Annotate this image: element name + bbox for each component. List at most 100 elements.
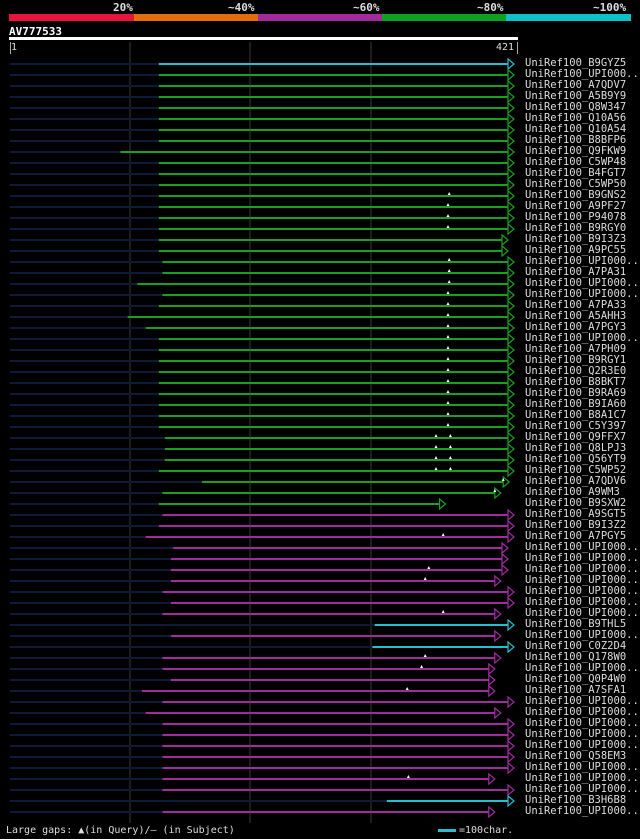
- hit-arrow-icon: [488, 684, 496, 698]
- hit-label[interactable]: UniRef100_A9PF27: [525, 200, 627, 212]
- hit-label[interactable]: UniRef100_UPI000..: [525, 596, 639, 608]
- hit-label[interactable]: UniRef100_A7SFA1: [525, 684, 627, 696]
- hit-label[interactable]: UniRef100_B9SXW2: [525, 497, 627, 509]
- hit-arrow-icon: [488, 673, 496, 687]
- hit-arrow-icon: [507, 376, 515, 390]
- hit-arrow-icon: [494, 651, 502, 665]
- gap-marker-icon: [441, 533, 445, 536]
- hit-label[interactable]: UniRef100_A7PA33: [525, 299, 627, 311]
- hit-label[interactable]: UniRef100_B9GYZ5: [525, 57, 627, 69]
- hit-label[interactable]: UniRef100_Q9FFX7: [525, 431, 627, 443]
- hit-label[interactable]: UniRef100_A7QDV7: [525, 79, 627, 91]
- gap-marker-icon: [446, 313, 450, 316]
- hit-label[interactable]: UniRef100_UPI000..: [525, 805, 639, 817]
- hit-label[interactable]: UniRef100_UPI000..: [525, 332, 639, 344]
- hit-label[interactable]: UniRef100_UPI000..: [525, 739, 639, 751]
- hit-label[interactable]: UniRef100_B9THL5: [525, 618, 627, 630]
- hit-label[interactable]: UniRef100_A7PGY5: [525, 530, 627, 542]
- hit-label[interactable]: UniRef100_B9IA60: [525, 398, 627, 410]
- hit-label[interactable]: UniRef100_B3H6B8: [525, 794, 627, 806]
- hit-label[interactable]: UniRef100_Q2R3E0: [525, 365, 627, 377]
- hit-label[interactable]: UniRef100_UPI000..: [525, 255, 639, 267]
- gap-marker-icon: [434, 445, 438, 448]
- hit-label[interactable]: UniRef100_B9I3Z3: [525, 233, 627, 245]
- hit-label[interactable]: UniRef100_UPI000..: [525, 277, 639, 289]
- hit-label[interactable]: UniRef100_UPI000..: [525, 728, 639, 740]
- hit-label[interactable]: UniRef100_B8BKT7: [525, 376, 627, 388]
- gap-marker-icon: [446, 412, 450, 415]
- hit-arrow-icon: [439, 497, 447, 511]
- hit-label[interactable]: UniRef100_A9SGT5: [525, 508, 627, 520]
- hit-label[interactable]: UniRef100_UPI000..: [525, 552, 639, 564]
- gap-marker-icon: [423, 654, 427, 657]
- hit-label[interactable]: UniRef100_A5AHH3: [525, 310, 627, 322]
- hit-label[interactable]: UniRef100_B8BFP6: [525, 134, 627, 146]
- hit-arrow-icon: [488, 805, 496, 819]
- hit-label[interactable]: UniRef100_Q0P4W0: [525, 673, 627, 685]
- hit-label[interactable]: UniRef100_C5WP52: [525, 464, 627, 476]
- hit-label[interactable]: UniRef100_UPI000..: [525, 563, 639, 575]
- hit-label[interactable]: UniRef100_Q58EM3: [525, 750, 627, 762]
- hit-label[interactable]: UniRef100_UPI000..: [525, 717, 639, 729]
- hit-label[interactable]: UniRef100_B9RGY1: [525, 354, 627, 366]
- hit-label[interactable]: UniRef100_A5B9Y9: [525, 90, 627, 102]
- hit-label[interactable]: UniRef100_UPI000..: [525, 288, 639, 300]
- gap-marker-icon: [446, 401, 450, 404]
- hit-label[interactable]: UniRef100_C0Z2D4: [525, 640, 627, 652]
- hit-arrow-icon: [507, 57, 515, 71]
- hit-label[interactable]: UniRef100_Q10A56: [525, 112, 627, 124]
- hit-arrow-icon: [507, 695, 515, 709]
- hit-label[interactable]: UniRef100_Q56YT9: [525, 453, 627, 465]
- hit-arrow-icon: [494, 629, 502, 643]
- hit-label[interactable]: UniRef100_UPI000..: [525, 585, 639, 597]
- hit-label[interactable]: UniRef100_Q8W347: [525, 101, 627, 113]
- hit-label[interactable]: UniRef100_UPI000..: [525, 662, 639, 674]
- gap-marker-icon: [448, 434, 452, 437]
- hit-arrow-icon: [507, 255, 515, 269]
- hit-label[interactable]: UniRef100_A7PH09: [525, 343, 627, 355]
- hit-label[interactable]: UniRef100_A7QDV6: [525, 475, 627, 487]
- hit-label[interactable]: UniRef100_Q178W0: [525, 651, 627, 663]
- hit-label[interactable]: UniRef100_UPI000..: [525, 783, 639, 795]
- hit-label[interactable]: UniRef100_P94078: [525, 211, 627, 223]
- hit-label[interactable]: UniRef100_B9I3Z2: [525, 519, 627, 531]
- hit-label[interactable]: UniRef100_UPI000..: [525, 761, 639, 773]
- hit-arrow-icon: [507, 123, 515, 137]
- hit-label[interactable]: UniRef100_A9WM3: [525, 486, 620, 498]
- hit-label[interactable]: UniRef100_C5WP50: [525, 178, 627, 190]
- hit-label[interactable]: UniRef100_B4FGT7: [525, 167, 627, 179]
- legend-bar-40: [134, 14, 258, 21]
- hit-label[interactable]: UniRef100_UPI000..: [525, 706, 639, 718]
- hit-arrow-icon: [507, 178, 515, 192]
- hit-label[interactable]: UniRef100_Q9FKW9: [525, 145, 627, 157]
- gap-marker-icon: [446, 291, 450, 294]
- hit-label[interactable]: UniRef100_UPI000..: [525, 541, 639, 553]
- legend-bar-20: [9, 14, 134, 21]
- hit-arrow-icon: [507, 332, 515, 346]
- hit-label[interactable]: UniRef100_B8A1C7: [525, 409, 627, 421]
- hit-label[interactable]: UniRef100_A7PA31: [525, 266, 627, 278]
- hit-label[interactable]: UniRef100_UPI000..: [525, 695, 639, 707]
- hit-label[interactable]: UniRef100_B9GNS2: [525, 189, 627, 201]
- hit-label[interactable]: UniRef100_A7PGY3: [525, 321, 627, 333]
- ruler-end-label: 421: [496, 42, 515, 53]
- hit-label[interactable]: UniRef100_A9PC55: [525, 244, 627, 256]
- hit-label[interactable]: UniRef100_UPI000..: [525, 574, 639, 586]
- identity-legend: 20% ~40% ~60% ~80% ~100%: [0, 0, 640, 22]
- hit-label[interactable]: UniRef100_B9RGY0: [525, 222, 627, 234]
- hit-label[interactable]: UniRef100_B9RA69: [525, 387, 627, 399]
- hit-label[interactable]: UniRef100_Q10A54: [525, 123, 627, 135]
- hit-arrow-icon: [507, 618, 515, 632]
- hit-label[interactable]: UniRef100_UPI000..: [525, 68, 639, 80]
- hit-label[interactable]: UniRef100_C5Y397: [525, 420, 627, 432]
- hit-label[interactable]: UniRef100_UPI000..: [525, 607, 639, 619]
- gap-marker-icon: [448, 467, 452, 470]
- hit-label[interactable]: UniRef100_C5WP48: [525, 156, 627, 168]
- hit-arrow-icon: [507, 761, 515, 775]
- hit-label[interactable]: UniRef100_UPI000..: [525, 629, 639, 641]
- hit-label[interactable]: UniRef100_UPI000..: [525, 772, 639, 784]
- hit-arrow-icon: [507, 211, 515, 225]
- ruler-start-label: 1: [11, 42, 18, 53]
- hit-arrow-icon: [507, 431, 515, 445]
- hit-label[interactable]: UniRef100_Q8LPJ3: [525, 442, 627, 454]
